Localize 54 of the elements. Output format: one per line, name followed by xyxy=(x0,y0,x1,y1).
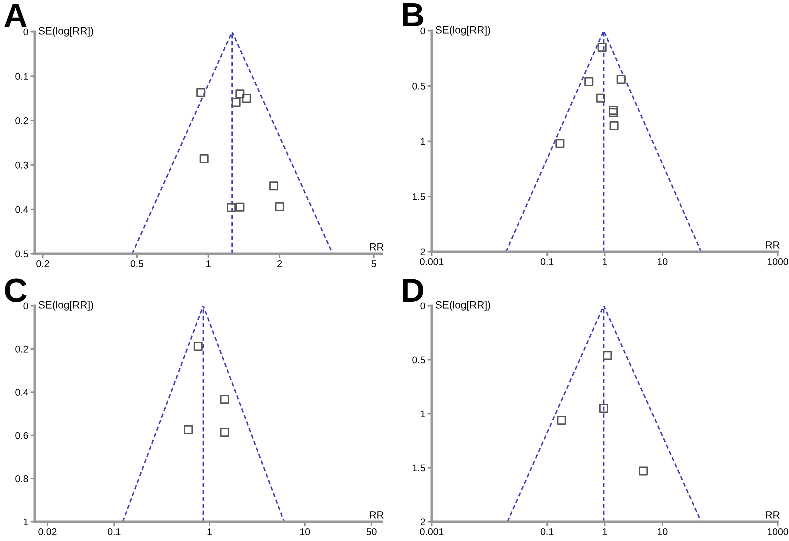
x-axis-title: RR xyxy=(766,242,780,249)
chart-title: A xyxy=(4,4,27,28)
y-axis-title: SE(log[RR]) xyxy=(38,301,94,311)
x-tick-label: 10 xyxy=(658,528,668,536)
y-tick-label: 2 xyxy=(420,518,426,526)
x-tick-label: 0.1 xyxy=(108,528,121,536)
y-tick-label: 0.4 xyxy=(16,389,28,396)
chart-title: B xyxy=(403,3,424,26)
x-tick-label: 0.1 xyxy=(540,258,554,266)
y-tick-label: 0.2 xyxy=(16,346,28,353)
x-axis-title: RR xyxy=(370,512,384,519)
y-tick-label: 0 xyxy=(420,28,426,35)
y-tick-label: 0 xyxy=(24,28,28,36)
x-tick-label: 1 xyxy=(603,528,608,536)
x-axis-title: RR xyxy=(766,512,780,519)
x-tick-label: 10 xyxy=(658,258,668,266)
y-tick-label: 0.5 xyxy=(412,82,426,90)
y-tick-label: 0.3 xyxy=(16,162,28,169)
x-tick-label: 1000 xyxy=(768,258,788,266)
y-tick-label: 0.5 xyxy=(412,356,426,364)
y-tick-label: 0.2 xyxy=(16,118,28,124)
y-tick-label: 1 xyxy=(421,138,426,146)
x-tick-label: 5 xyxy=(372,260,376,268)
x-tick-label: 0.1 xyxy=(540,528,554,536)
x-tick-label: 0.001 xyxy=(420,258,444,266)
y-tick-label: 0 xyxy=(420,302,426,310)
x-tick-label: 1 xyxy=(208,528,212,536)
y-tick-label: 2 xyxy=(420,248,426,256)
y-tick-label: 0 xyxy=(24,302,28,310)
x-tick-label: 1000 xyxy=(768,528,788,536)
x-axis-title: RR xyxy=(370,244,384,251)
chart-title: D xyxy=(403,279,424,302)
y-axis-title: SE(log[RR]) xyxy=(436,26,490,36)
y-axis-title: SE(log[RR]) xyxy=(38,27,94,37)
y-tick-label: 0.6 xyxy=(16,432,28,440)
y-tick-label: 1.5 xyxy=(412,464,426,472)
y-tick-label: 1 xyxy=(421,410,426,418)
x-tick-label: 0.02 xyxy=(38,528,57,536)
x-tick-label: 0.001 xyxy=(420,528,444,536)
x-tick-label: 0.5 xyxy=(130,260,144,268)
x-tick-label: 1 xyxy=(603,258,608,266)
y-tick-label: 1 xyxy=(24,518,28,526)
y-tick-label: 0.1 xyxy=(16,73,28,80)
x-tick-label: 0.2 xyxy=(36,260,50,268)
y-tick-label: 1.5 xyxy=(412,194,426,200)
y-tick-label: 0.5 xyxy=(16,250,28,258)
y-tick-label: 0.4 xyxy=(16,206,28,214)
x-tick-label: 1 xyxy=(206,260,211,268)
chart-title: C xyxy=(5,278,27,302)
y-axis-title: SE(log[RR]) xyxy=(436,301,490,311)
y-tick-label: 0.8 xyxy=(16,476,28,482)
x-tick-label: 2 xyxy=(278,260,282,268)
x-tick-label: 10 xyxy=(300,528,310,536)
x-tick-label: 50 xyxy=(366,528,377,536)
